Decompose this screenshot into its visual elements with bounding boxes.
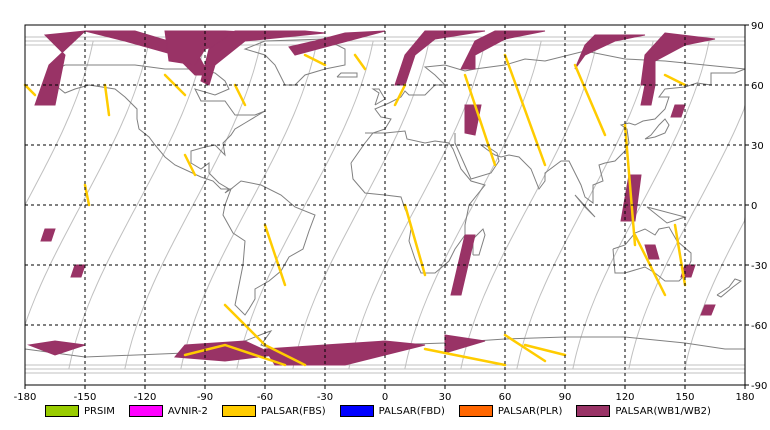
legend-label-palsar-plr: PALSAR(PLR)	[497, 405, 563, 417]
palsar-fbs-swath	[463, 73, 497, 167]
legend-swatch-palsar-fbd	[339, 405, 374, 417]
palsar-wb-swath	[670, 104, 686, 118]
palsar-fbs-swath	[393, 83, 407, 107]
legend-item-palsar-plr: PALSAR(PLR)	[458, 405, 563, 417]
lon-tick-label: 0	[382, 392, 388, 403]
legend-swatch-palsar-plr	[458, 405, 493, 417]
coastline	[644, 118, 670, 140]
palsar-wb-swath	[574, 34, 646, 70]
lat-tick-label: -30	[751, 261, 767, 272]
palsar-wb-swath	[700, 304, 716, 316]
lon-tick-label: -60	[257, 392, 273, 403]
palsar-fbs-swath	[183, 343, 287, 367]
palsar-wb-swaths	[27, 30, 716, 366]
orbit-track	[404, 40, 542, 370]
palsar-wb-swath	[460, 30, 546, 70]
palsar-wb-swath	[464, 104, 482, 136]
legend-item-palsar-fbs: PALSAR(FBS)	[221, 405, 326, 417]
legend-swatch-avnir2	[128, 405, 163, 417]
lat-tick-label: -90	[751, 381, 767, 392]
lon-tick-label: -120	[134, 392, 157, 403]
palsar-fbs-swath	[423, 347, 507, 367]
coastline	[716, 278, 743, 298]
palsar-fbs-swath	[303, 53, 327, 67]
lat-tick-label: 30	[751, 141, 764, 152]
palsar-wb-swath	[173, 340, 277, 362]
legend-label-prsim: PRSIM	[84, 405, 115, 417]
coastline	[454, 68, 746, 204]
lon-tick-label: 150	[675, 392, 694, 403]
lon-tick-label: 120	[615, 392, 634, 403]
legend-item-palsar-fbd: PALSAR(FBD)	[339, 405, 445, 417]
legend: PRSIM AVNIR-2 PALSAR(FBS) PALSAR(FBD) PA…	[45, 402, 725, 420]
coastline	[336, 72, 358, 78]
coastline	[371, 88, 386, 106]
orbit-track	[236, 40, 374, 370]
lat-tick-label: 90	[751, 21, 764, 32]
palsar-fbs-swath	[353, 53, 367, 71]
lon-tick-label: 90	[559, 392, 572, 403]
coastline	[365, 50, 746, 134]
palsar-fbs-swath	[183, 153, 197, 177]
legend-label-palsar-fbd: PALSAR(FBD)	[378, 405, 445, 417]
palsar-wb-swath	[640, 32, 716, 86]
legend-swatch-palsar-wb	[576, 405, 611, 417]
palsar-fbs-swath	[673, 223, 687, 287]
legend-swatch-palsar-fbs	[221, 405, 256, 417]
lon-tick-label: 30	[439, 392, 452, 403]
palsar-wb-swath	[264, 340, 426, 366]
orbit-track	[572, 40, 710, 370]
legend-item-palsar-wb: PALSAR(WB1/WB2)	[576, 405, 711, 417]
lat-tick-label: -60	[751, 321, 767, 332]
coastline	[48, 64, 266, 194]
coastline	[472, 228, 486, 256]
coastline	[646, 206, 687, 224]
palsar-wb-swath	[27, 340, 86, 356]
lon-tick-label: 180	[735, 392, 754, 403]
coastline	[612, 226, 692, 282]
legend-item-avnir2: AVNIR-2	[128, 405, 208, 417]
palsar-fbs-swath	[523, 343, 567, 357]
palsar-wb-swath	[394, 30, 486, 86]
palsar-wb-swath	[640, 84, 656, 106]
palsar-wb-swath	[40, 228, 56, 242]
palsar-fbs-swath	[663, 73, 687, 87]
legend-label-avnir2: AVNIR-2	[167, 405, 208, 417]
palsar-wb-swath	[70, 264, 86, 278]
palsar-wb-swath	[200, 30, 326, 86]
legend-label-palsar-wb: PALSAR(WB1/WB2)	[615, 405, 711, 417]
palsar-fbs-swath	[503, 333, 547, 363]
legend-label-palsar-fbs: PALSAR(FBS)	[260, 405, 326, 417]
coastline	[222, 180, 316, 316]
longitude-tick-labels: -180 -150 -120 -90 -60 -30 0 30 60 90 120 150 180	[14, 385, 755, 403]
lat-tick-label: 0	[751, 201, 757, 212]
lon-tick-label: -180	[14, 392, 37, 403]
palsar-wb-swath	[644, 244, 660, 260]
lon-tick-label: 60	[499, 392, 512, 403]
palsar-fbs-swath	[83, 183, 91, 207]
lon-tick-label: -150	[74, 392, 97, 403]
palsar-fbs-swath	[103, 83, 111, 117]
lat-lon-grid	[25, 25, 745, 385]
lat-tick-label: 60	[751, 81, 764, 92]
palsar-fbs-swath	[233, 83, 247, 107]
legend-item-prsim: PRSIM	[45, 405, 115, 417]
latitude-tick-labels: 90 60 30 0 -30 -60 -90	[745, 21, 767, 392]
coastline	[574, 194, 596, 218]
palsar-wb-swath	[288, 30, 386, 56]
palsar-fbs-swath	[23, 83, 37, 97]
palsar-fbs-swath	[503, 53, 547, 167]
palsar-fbs-swath	[263, 223, 287, 287]
palsar-fbs-swath	[403, 203, 427, 277]
legend-swatch-prsim	[45, 405, 79, 417]
palsar-fbs-swath	[573, 63, 607, 137]
lon-tick-label: -90	[197, 392, 213, 403]
lon-tick-label: -30	[317, 392, 333, 403]
